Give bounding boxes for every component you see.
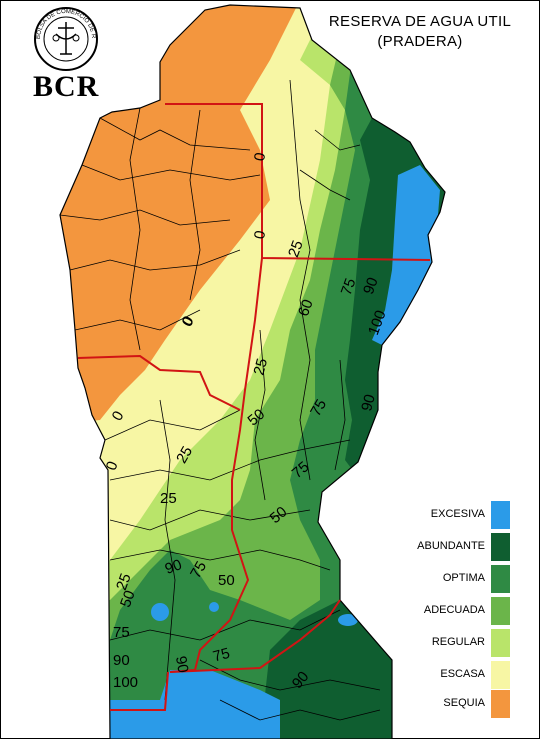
legend-item: EXCESIVA <box>395 501 535 529</box>
zone-excesiva-spot2 <box>209 602 219 612</box>
contour-label: 25 <box>160 490 177 507</box>
contour-label: 90 <box>163 556 184 578</box>
zone-excesiva-spot <box>151 603 169 621</box>
legend-swatch <box>491 597 510 625</box>
legend-swatch <box>491 690 510 718</box>
contour-label: 75 <box>338 276 360 297</box>
contour-label: 25 <box>285 238 307 259</box>
contour-label: 50 <box>117 588 139 609</box>
contour-label: 75 <box>211 645 232 666</box>
zone-excesiva-spot3 <box>338 614 358 626</box>
contour-label: 90 <box>358 393 379 414</box>
province-boundaries <box>77 103 431 711</box>
zone-excesiva-east <box>372 165 440 345</box>
legend-label: REGULAR <box>431 636 485 648</box>
department-boundaries <box>60 79 381 721</box>
contour-label: 75 <box>187 558 210 581</box>
legend-item: ADECUADA <box>395 597 535 625</box>
zone-abundante-south <box>260 600 392 739</box>
contour-label: 25 <box>113 571 135 592</box>
contour-label: 0 <box>251 151 269 162</box>
legend-item: SEQUIA <box>395 690 535 718</box>
contour-label: 75 <box>307 396 330 419</box>
contour-label: 0 <box>251 229 269 240</box>
legend-swatch <box>491 629 510 657</box>
legend-label: ADECUADA <box>423 604 485 616</box>
legend-label: ESCASA <box>440 668 485 680</box>
contour-label: 90 <box>360 275 382 296</box>
contour-label: 100 <box>113 674 138 691</box>
legend-swatch <box>491 533 510 561</box>
legend-item: REGULAR <box>395 629 535 657</box>
region-outline <box>59 4 446 739</box>
legend-label: SEQUIA <box>443 697 485 709</box>
contour-label: 50 <box>218 572 235 589</box>
contour-label: 25 <box>173 443 196 466</box>
contour-label: 90 <box>172 655 192 674</box>
contour-label: 25 <box>250 357 271 378</box>
legend-swatch <box>491 565 510 593</box>
map-subtitle: (PRADERA) <box>377 33 463 50</box>
legend-swatch <box>491 501 510 529</box>
legend-label: OPTIMA <box>442 572 485 584</box>
bcr-logo: BOLSA DE COMERCIO DE ROSARIO <box>26 0 108 104</box>
legend-item: OPTIMA <box>395 565 535 593</box>
legend-item: ESCASA <box>395 661 535 689</box>
bcr-seal-icon: BOLSA DE COMERCIO DE ROSARIO <box>26 0 98 71</box>
legend-item: ABUNDANTE <box>395 533 535 561</box>
legend-swatch <box>491 661 510 689</box>
legend-label: ABUNDANTE <box>417 540 485 552</box>
contour-label: 90 <box>113 652 130 669</box>
contour-label: 60 <box>295 297 317 318</box>
contour-label: 75 <box>113 624 130 641</box>
legend-label: EXCESIVA <box>430 508 485 520</box>
map-title: RESERVA DE AGUA UTIL <box>328 13 512 30</box>
zone-excesiva-south <box>110 670 280 739</box>
logo-text: BCR <box>33 70 100 103</box>
